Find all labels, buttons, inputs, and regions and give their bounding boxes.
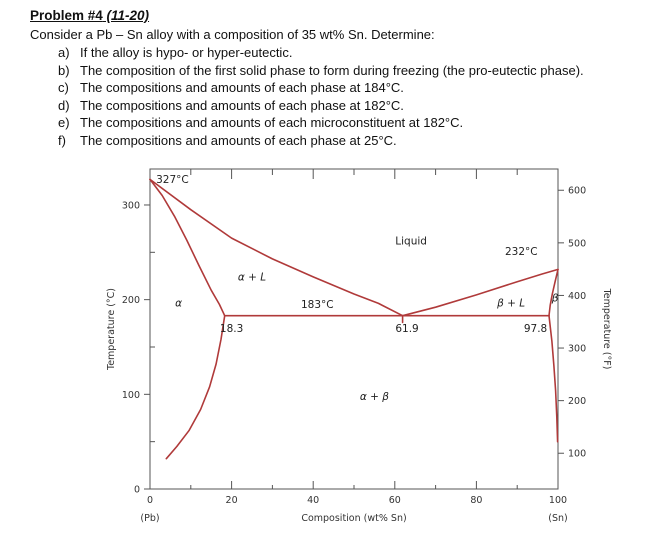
series-solvus-alpha bbox=[165, 314, 226, 460]
y-axis-title-c: Temperature (°C) bbox=[106, 288, 117, 371]
y-tick-label-f: 500 bbox=[568, 238, 586, 249]
item-text: The compositions and amounts of each pha… bbox=[80, 97, 404, 113]
x-axis-title: Composition (wt% Sn) bbox=[301, 513, 406, 524]
item-text: The compositions and amounts of each pha… bbox=[80, 80, 404, 95]
x-right-end-label: (Sn) bbox=[548, 513, 567, 524]
y-axis-title-f: Temperature (°F) bbox=[601, 288, 612, 370]
y-tick-label-f: 600 bbox=[568, 186, 586, 197]
item-label: f) bbox=[58, 132, 66, 148]
x-tick-label: 60 bbox=[389, 495, 401, 506]
x-tick-label: 20 bbox=[226, 495, 238, 506]
y-tick-label-c: 0 bbox=[134, 485, 140, 496]
region-alpha-plus-l: α + L bbox=[238, 272, 266, 284]
problem-item-b: b) The composition of the first solid ph… bbox=[58, 62, 648, 80]
label-97-8: 97.8 bbox=[524, 323, 547, 335]
series-solvus-beta bbox=[548, 314, 559, 443]
label-61-9: 61.9 bbox=[395, 323, 418, 335]
series-liquidus-left bbox=[149, 178, 404, 317]
item-label: e) bbox=[58, 115, 70, 130]
x-tick-label: 40 bbox=[307, 495, 319, 506]
y-tick-label-f: 400 bbox=[568, 291, 586, 302]
region-beta: β bbox=[551, 293, 559, 305]
label-327c: 327°C bbox=[156, 174, 189, 186]
problem-title-ref: (11-20) bbox=[102, 8, 150, 23]
region-alpha-plus-beta: α + β bbox=[360, 391, 389, 403]
region-liquid: Liquid bbox=[395, 236, 427, 248]
label-183c: 183°C bbox=[301, 299, 334, 311]
region-alpha: α bbox=[175, 297, 182, 309]
y-tick-label-f: 300 bbox=[568, 344, 586, 355]
phase-diagram-svg: 0 20 40 60 80 100 0 100 200 300 100 200 300 400 500 600… bbox=[106, 168, 612, 524]
problem-title: Problem #4 (11-20) bbox=[30, 8, 648, 23]
x-left-end-label: (Pb) bbox=[140, 513, 159, 524]
item-text: The compositions and amounts of each mic… bbox=[80, 115, 464, 130]
x-tick-label: 0 bbox=[147, 495, 153, 506]
series-solidus-alpha bbox=[149, 178, 226, 317]
region-beta-plus-l: β + L bbox=[496, 297, 525, 309]
y-tick-label-c: 300 bbox=[122, 200, 140, 211]
y-tick-label-f: 100 bbox=[568, 449, 586, 460]
problem-item-d: d) The compositions and amounts of each … bbox=[58, 97, 648, 115]
y-tick-label-f: 200 bbox=[568, 396, 586, 407]
series-liquidus-right bbox=[401, 268, 559, 317]
problem-item-a: a) If the alloy is hypo- or hyper-eutect… bbox=[58, 44, 648, 62]
item-label: c) bbox=[58, 80, 69, 95]
item-label: b) bbox=[58, 62, 70, 78]
plot-frame bbox=[149, 168, 559, 490]
problem-item-e: e) The compositions and amounts of each … bbox=[58, 114, 648, 132]
problem-item-c: c) The compositions and amounts of each … bbox=[58, 79, 648, 97]
x-tick-label: 80 bbox=[470, 495, 482, 506]
y-tick-label-c: 100 bbox=[122, 390, 140, 401]
x-tick-label: 100 bbox=[549, 495, 567, 506]
label-232c: 232°C bbox=[505, 246, 538, 258]
item-label: a) bbox=[58, 45, 70, 60]
problem-statement: Problem #4 (11-20) Consider a Pb – Sn al… bbox=[0, 0, 662, 149]
phase-diagram-figure: 0 20 40 60 80 100 0 100 200 300 100 200 300 400 500 600… bbox=[100, 159, 662, 531]
item-text: The compositions and amounts of each pha… bbox=[80, 132, 397, 148]
item-label: d) bbox=[58, 97, 70, 113]
problem-title-number: Problem #4 bbox=[30, 8, 103, 23]
problem-item-f: f) The compositions and amounts of each … bbox=[58, 132, 648, 150]
item-text: If the alloy is hypo- or hyper-eutectic. bbox=[80, 45, 293, 60]
label-18-3: 18.3 bbox=[220, 323, 243, 335]
y-tick-label-c: 200 bbox=[122, 295, 140, 306]
series-solidus-beta bbox=[548, 268, 559, 317]
problem-intro: Consider a Pb – Sn alloy with a composit… bbox=[30, 27, 435, 42]
item-text: The composition of the first solid phase… bbox=[80, 62, 584, 78]
